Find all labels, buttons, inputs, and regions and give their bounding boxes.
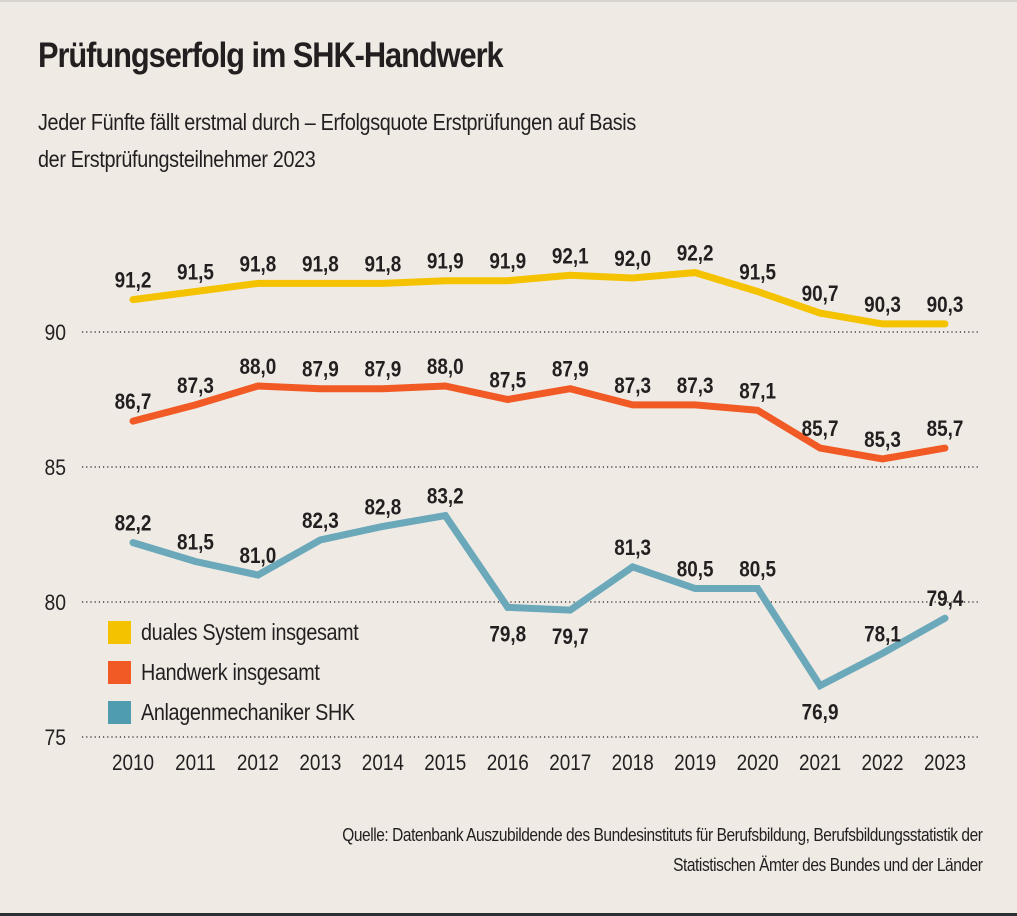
source-line: Statistischen Ämter des Bundes und der L… (672, 855, 983, 875)
legend-swatch (108, 660, 131, 684)
data-label: 79,7 (552, 625, 589, 650)
data-label: 91,8 (302, 252, 339, 277)
data-label: 81,3 (614, 536, 651, 561)
data-label: 79,4 (927, 587, 964, 612)
bottom-border (0, 913, 1017, 916)
data-label: 81,5 (177, 530, 214, 555)
subtitle-line: Jeder Fünfte fällt erstmal durch – Erfol… (38, 109, 636, 135)
data-label: 92,2 (677, 241, 714, 266)
data-label: 91,8 (240, 252, 277, 277)
data-label: 85,7 (802, 417, 839, 442)
data-label: 91,8 (364, 252, 401, 277)
data-label: 86,7 (115, 390, 152, 415)
legend: duales System insgesamt Handwerk insgesa… (108, 612, 394, 732)
data-label: 87,9 (302, 357, 339, 382)
x-tick-label: 2012 (237, 751, 279, 776)
data-label: 91,9 (427, 249, 464, 274)
x-tick-label: 2010 (112, 751, 154, 776)
data-label: 85,3 (864, 428, 901, 453)
legend-item-anlagenmechaniker: Anlagenmechaniker SHK (108, 692, 394, 732)
y-axis-ticks: 75 80 85 90 (44, 321, 66, 750)
data-label: 82,2 (115, 511, 152, 536)
source-note: Quelle: Datenbank Auszubildende des Bund… (341, 820, 983, 880)
y-tick-label: 75 (44, 726, 66, 750)
data-labels: 91,2 91,5 91,8 91,8 91,8 91,9 91,9 92,1 92,0 92,2… (115, 241, 964, 725)
x-tick-label: 2018 (612, 751, 654, 776)
line-handwerk (129, 382, 949, 463)
data-label: 76,9 (802, 700, 839, 725)
data-label: 87,1 (739, 379, 776, 404)
chart-subtitle: Jeder Fünfte fällt erstmal durch – Erfol… (38, 104, 636, 178)
x-tick-label: 2016 (487, 751, 529, 776)
x-tick-label: 2021 (799, 751, 841, 776)
data-label: 88,0 (240, 355, 277, 380)
data-label: 87,3 (614, 374, 651, 399)
x-axis-ticks: 2010 2011 2012 2013 2014 2015 2016 2017 2018 2019… (112, 751, 966, 776)
data-label: 88,0 (427, 355, 464, 380)
data-label: 91,2 (115, 268, 152, 293)
data-label: 91,5 (177, 260, 214, 285)
data-label: 91,9 (489, 249, 526, 274)
data-label: 87,3 (177, 374, 214, 399)
data-label: 92,0 (614, 247, 651, 272)
series-lines (129, 269, 949, 691)
y-tick-label: 85 (44, 456, 66, 480)
data-label: 91,5 (739, 260, 776, 285)
x-tick-label: 2023 (924, 751, 966, 776)
line-anlagenmechaniker (129, 511, 949, 691)
data-label: 87,9 (552, 357, 589, 382)
data-label: 87,3 (677, 374, 714, 399)
y-tick-label: 90 (44, 321, 66, 345)
data-label: 90,7 (802, 282, 839, 307)
data-label: 82,8 (364, 495, 401, 520)
legend-swatch (108, 620, 131, 644)
data-label: 78,1 (864, 622, 901, 647)
data-label: 90,3 (927, 293, 964, 318)
y-tick-label: 80 (44, 591, 66, 615)
legend-swatch (108, 700, 131, 724)
x-tick-label: 2014 (362, 751, 404, 776)
data-label: 83,2 (427, 484, 464, 509)
x-tick-label: 2011 (175, 751, 216, 776)
x-tick-label: 2020 (737, 751, 779, 776)
data-label: 92,1 (552, 244, 589, 269)
data-label: 90,3 (864, 293, 901, 318)
x-tick-label: 2019 (674, 751, 716, 776)
legend-item-handwerk: Handwerk insgesamt (108, 652, 394, 692)
legend-item-duales-system: duales System insgesamt (108, 612, 394, 652)
top-border (0, 0, 1017, 2)
x-tick-label: 2015 (424, 751, 466, 776)
line-duales-system (129, 269, 949, 328)
data-label: 87,9 (364, 357, 401, 382)
chart-title: Prüfungserfolg im SHK-Handwerk (38, 36, 504, 75)
legend-label: Anlagenmechaniker SHK (141, 698, 355, 725)
x-tick-label: 2017 (549, 751, 591, 776)
data-label: 81,0 (240, 544, 277, 569)
data-label: 85,7 (927, 417, 964, 442)
x-tick-label: 2022 (861, 751, 903, 776)
subtitle-line: der Erstprüfungsteilnehmer 2023 (38, 146, 316, 172)
data-label: 87,5 (489, 368, 526, 393)
data-label: 79,8 (489, 622, 526, 647)
data-label: 80,5 (677, 557, 714, 582)
data-label: 82,3 (302, 509, 339, 534)
source-line: Quelle: Datenbank Auszubildende des Bund… (341, 825, 983, 845)
data-label: 80,5 (739, 557, 776, 582)
legend-label: Handwerk insgesamt (141, 658, 320, 685)
legend-label: duales System insgesamt (141, 618, 359, 645)
x-tick-label: 2013 (299, 751, 341, 776)
